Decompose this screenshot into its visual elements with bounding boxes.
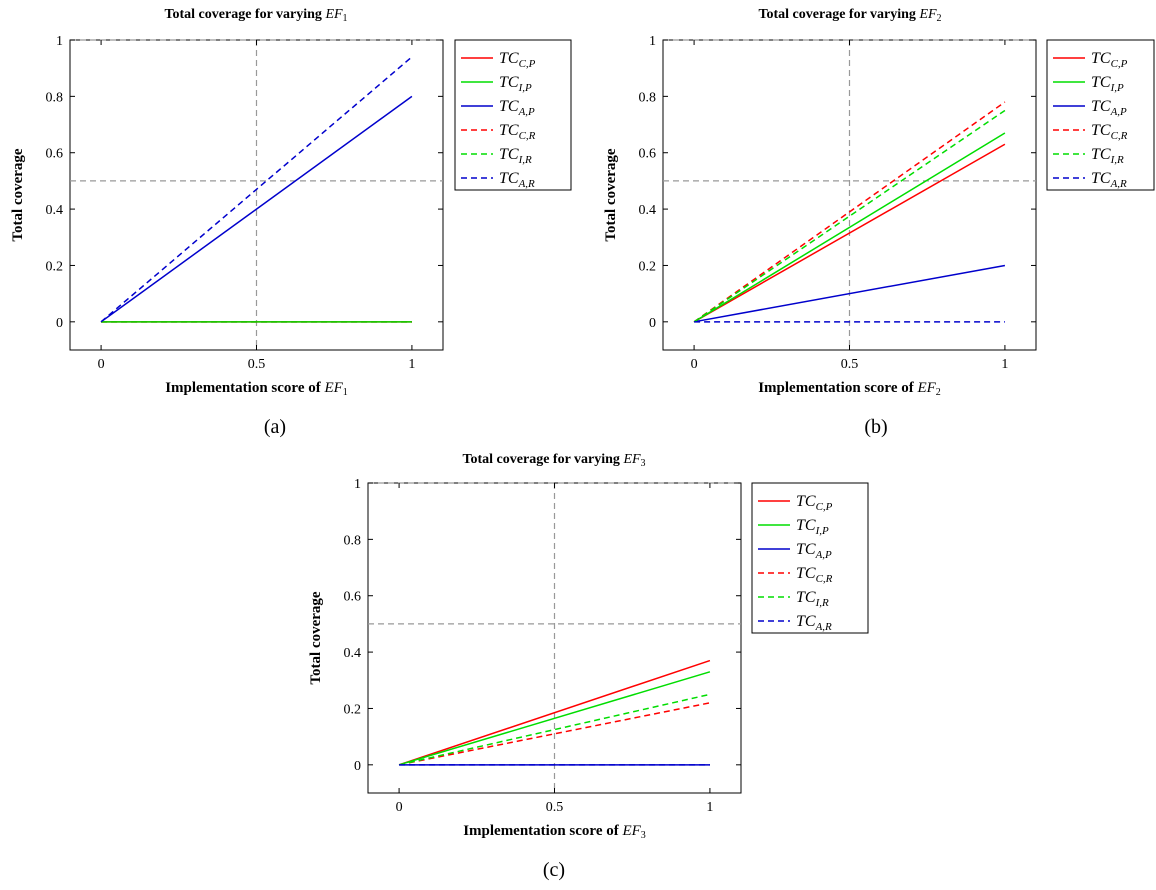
legend-box [751,482,869,634]
chart-title: Total coverage for varying EF2 [758,7,941,24]
chart-panel-3: Total coverage for varying EF3 0 0.5 1 0 0.2 0… [308,452,869,841]
y-tick-label: 0.2 [344,702,362,717]
y-tick-label: 0.6 [46,147,64,162]
x-tick-label: 1 [706,800,713,815]
y-tick-label: 0.8 [46,90,64,105]
series-line-c-r [693,101,1006,323]
legend-entry: TCI,R [499,146,532,166]
y-tick-label: 0 [56,316,63,331]
legend-entry: TCC,R [1091,122,1128,142]
chart-title: Total coverage for varying EF1 [164,7,347,24]
legend-entry: TCC,P [499,50,536,70]
y-tick-label: 0.8 [344,533,362,548]
x-tick-label: 0.5 [841,357,859,372]
y-tick-label: 1 [56,34,63,49]
x-tick-label: 0.5 [248,357,266,372]
y-tick-label: 0 [649,316,656,331]
x-tick-label: 0 [396,800,403,815]
series-line-i-r [693,109,1006,323]
series-line-c-r [398,702,711,766]
y-tick-label: 0.4 [46,203,64,218]
x-axis-label: Implementation score of EF3 [463,823,646,841]
legend-entry: TCI,P [796,517,829,537]
series-line-c-p [398,659,711,766]
legend-box [454,39,572,191]
legend-box [1046,39,1155,191]
y-axis-label: Total coverage [10,148,26,242]
chart-panel-2: Total coverage for varying EF2 0 0.5 1 0 0.2 0… [603,7,1155,398]
legend-entry: TCA,R [796,613,832,633]
legend-entry: TCA,P [796,541,832,561]
legend-entry: TCC,R [796,565,833,585]
legend-entry: TCC,R [499,122,536,142]
y-tick-label: 0.4 [639,203,657,218]
y-tick-label: 1 [354,477,361,492]
y-axis-label: Total coverage [308,591,324,685]
series-line-i-r [398,693,711,766]
x-tick-label: 1 [1001,357,1008,372]
y-axis-label: Total coverage [603,148,619,242]
legend-entry: TCI,P [1091,74,1124,94]
caption-c: (c) [542,859,566,881]
series-line-a-p [100,95,413,323]
x-tick-label: 0.5 [546,800,564,815]
y-tick-label: 0.6 [639,147,657,162]
chart-title: Total coverage for varying EF3 [462,452,645,469]
y-tick-label: 0 [354,759,361,774]
x-axis-label: Implementation score of EF1 [165,380,348,398]
legend-entry: TCC,P [1091,50,1128,70]
series-line-i-p [398,671,711,766]
legend-entry: TCA,R [499,170,535,190]
caption-b: (b) [864,416,888,438]
series-line-c-p [693,143,1006,323]
x-axis-label: Implementation score of EF2 [758,380,941,398]
legend-entry: TCA,R [1091,170,1127,190]
y-tick-label: 1 [649,34,656,49]
y-tick-label: 0.4 [344,646,362,661]
x-tick-label: 0 [98,357,105,372]
series-line-i-p [693,132,1006,323]
caption-a: (a) [263,416,287,438]
y-tick-label: 0.2 [639,259,657,274]
y-tick-label: 0.8 [639,90,657,105]
legend-entry: TCC,P [796,493,833,513]
legend-entry: TCI,P [499,74,532,94]
legend-entry: TCI,R [1091,146,1124,166]
x-tick-label: 1 [408,357,415,372]
legend-entry: TCI,R [796,589,829,609]
x-tick-label: 0 [691,357,698,372]
legend-entry: TCA,P [1091,98,1127,118]
y-tick-label: 0.2 [46,259,64,274]
y-tick-label: 0.6 [344,590,362,605]
series-line-a-r [100,56,413,323]
chart-panel-1: Total coverage for varying EF1 0 0.5 1 0 0.2 0… [10,7,572,398]
legend-entry: TCA,P [499,98,535,118]
series-line-a-p [693,264,1006,323]
